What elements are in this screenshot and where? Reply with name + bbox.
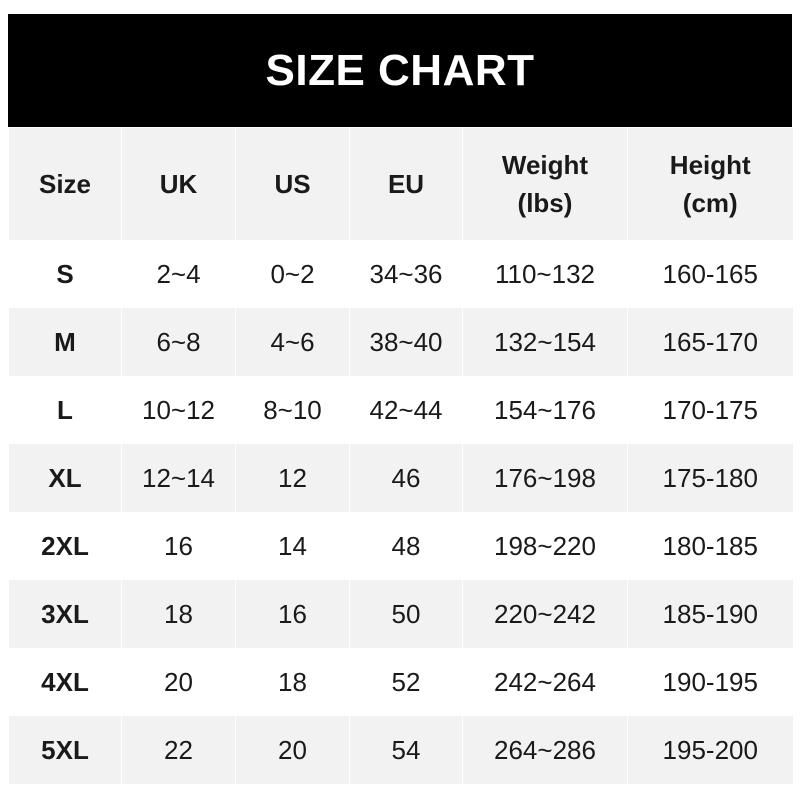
column-header-text: (lbs) bbox=[517, 188, 573, 218]
table-cell: 12 bbox=[235, 444, 350, 512]
table-row: 4XL 20 18 52 242~264 190-195 bbox=[8, 648, 793, 716]
table-cell: 20 bbox=[121, 648, 236, 716]
page-title: SIZE CHART bbox=[8, 14, 792, 127]
column-header: UK bbox=[121, 128, 236, 240]
table-row: 2XL 16 14 48 198~220 180-185 bbox=[8, 512, 793, 580]
table-cell: 220~242 bbox=[462, 580, 628, 648]
size-cell: S bbox=[8, 240, 122, 308]
table-cell: 110~132 bbox=[462, 240, 628, 308]
table-cell: 16 bbox=[121, 512, 236, 580]
table-cell: 4~6 bbox=[235, 308, 350, 376]
size-chart-table: Size UK US EU Weight (lbs) Height (cm) S 2~4 0~2 3… bbox=[8, 128, 793, 784]
size-cell: 4XL bbox=[8, 648, 122, 716]
table-cell: 180-185 bbox=[627, 512, 793, 580]
table-cell: 198~220 bbox=[462, 512, 628, 580]
table-row: 5XL 22 20 54 264~286 195-200 bbox=[8, 716, 793, 784]
table-cell: 12~14 bbox=[121, 444, 236, 512]
column-header: EU bbox=[349, 128, 463, 240]
table-cell: 8~10 bbox=[235, 376, 350, 444]
table-cell: 38~40 bbox=[349, 308, 463, 376]
table-cell: 132~154 bbox=[462, 308, 628, 376]
table-cell: 20 bbox=[235, 716, 350, 784]
column-header-text: Size bbox=[38, 169, 92, 199]
table-cell: 190-195 bbox=[627, 648, 793, 716]
column-header-text: Weight bbox=[501, 150, 589, 180]
size-cell: 2XL bbox=[8, 512, 122, 580]
table-cell: 18 bbox=[235, 648, 350, 716]
table-cell: 2~4 bbox=[121, 240, 236, 308]
table-cell: 176~198 bbox=[462, 444, 628, 512]
table-cell: 242~264 bbox=[462, 648, 628, 716]
size-cell: 3XL bbox=[8, 580, 122, 648]
table-cell: 54 bbox=[349, 716, 463, 784]
size-cell: XL bbox=[8, 444, 122, 512]
column-header-text: Height bbox=[669, 150, 751, 180]
table-cell: 14 bbox=[235, 512, 350, 580]
table-cell: 185-190 bbox=[627, 580, 793, 648]
table-cell: 195-200 bbox=[627, 716, 793, 784]
table-cell: 48 bbox=[349, 512, 463, 580]
column-header: Weight (lbs) bbox=[462, 128, 628, 240]
column-header-text: US bbox=[274, 169, 311, 199]
header-row: Size UK US EU Weight (lbs) Height (cm) bbox=[8, 128, 793, 240]
column-header-text: EU bbox=[387, 169, 425, 199]
table-cell: 22 bbox=[121, 716, 236, 784]
table-cell: 264~286 bbox=[462, 716, 628, 784]
table-cell: 0~2 bbox=[235, 240, 350, 308]
column-header: Height (cm) bbox=[627, 128, 793, 240]
table-row: 3XL 18 16 50 220~242 185-190 bbox=[8, 580, 793, 648]
table-cell: 154~176 bbox=[462, 376, 628, 444]
table-cell: 50 bbox=[349, 580, 463, 648]
size-cell: 5XL bbox=[8, 716, 122, 784]
column-header: Size bbox=[8, 128, 122, 240]
column-header: US bbox=[235, 128, 350, 240]
size-cell: M bbox=[8, 308, 122, 376]
table-cell: 10~12 bbox=[121, 376, 236, 444]
column-header-text: UK bbox=[159, 169, 198, 199]
table-cell: 42~44 bbox=[349, 376, 463, 444]
table-cell: 18 bbox=[121, 580, 236, 648]
table-row: M 6~8 4~6 38~40 132~154 165-170 bbox=[8, 308, 793, 376]
table-cell: 34~36 bbox=[349, 240, 463, 308]
table-row: L 10~12 8~10 42~44 154~176 170-175 bbox=[8, 376, 793, 444]
table-row: XL 12~14 12 46 176~198 175-180 bbox=[8, 444, 793, 512]
table-cell: 16 bbox=[235, 580, 350, 648]
table-cell: 52 bbox=[349, 648, 463, 716]
column-header-text: (cm) bbox=[682, 188, 738, 218]
table-row: S 2~4 0~2 34~36 110~132 160-165 bbox=[8, 240, 793, 308]
table-cell: 6~8 bbox=[121, 308, 236, 376]
table-cell: 46 bbox=[349, 444, 463, 512]
table-cell: 160-165 bbox=[627, 240, 793, 308]
table-cell: 170-175 bbox=[627, 376, 793, 444]
table-cell: 165-170 bbox=[627, 308, 793, 376]
size-cell: L bbox=[8, 376, 122, 444]
table-cell: 175-180 bbox=[627, 444, 793, 512]
